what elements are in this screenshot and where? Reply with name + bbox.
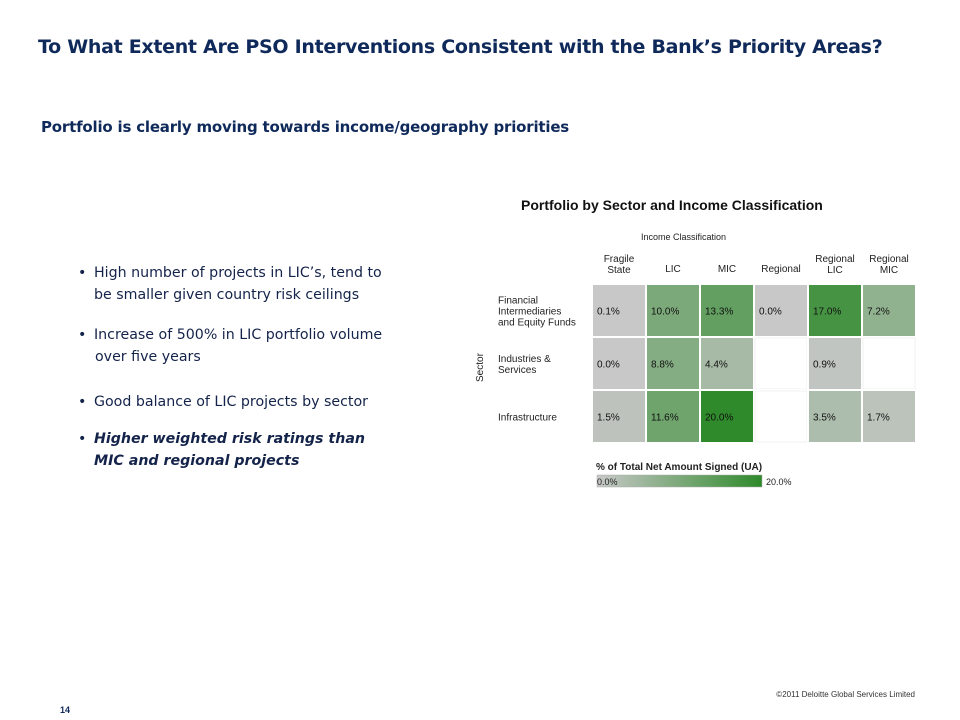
cell-value-label: 13.3% xyxy=(705,307,733,318)
copyright-text: ©2011 Deloitte Global Services Limited xyxy=(776,690,915,699)
bullet-item: • Good balance of LIC projects by sector xyxy=(78,391,438,413)
cell-value-label: 4.4% xyxy=(705,360,728,371)
column-header: Regional xyxy=(761,264,800,275)
cell-value-label: 10.0% xyxy=(651,307,679,318)
color-legend: % of Total Net Amount Signed (UA) 0.0% 2… xyxy=(596,462,792,488)
bullet-line: be smaller given country risk ceilings xyxy=(94,287,360,303)
cell-value-label: 0.9% xyxy=(813,360,836,371)
chart-title: Portfolio by Sector and Income Classific… xyxy=(521,197,823,213)
bullet-line: Good balance of LIC projects by sector xyxy=(94,394,368,410)
bullet-line: MIC and regional projects xyxy=(94,453,300,469)
heatmap-cell xyxy=(861,336,917,391)
cell-value-label: 17.0% xyxy=(813,307,841,318)
bullet-line: High number of projects in LIC’s, tend t… xyxy=(94,265,382,281)
column-header: MIC xyxy=(718,264,736,275)
cell-value-label: 3.5% xyxy=(813,413,836,424)
slide-subtitle: Portfolio is clearly moving towards inco… xyxy=(41,118,570,136)
row-header: Industries & Services xyxy=(498,354,551,376)
bullet-marker: • xyxy=(78,327,87,343)
heatmap-cell xyxy=(753,389,809,444)
bullet-marker: • xyxy=(78,394,87,410)
slide-title: To What Extent Are PSO Interventions Con… xyxy=(38,36,883,58)
cell-value-label: 0.0% xyxy=(759,307,782,318)
cell-value-label: 7.2% xyxy=(867,307,890,318)
cell-value-label: 0.1% xyxy=(597,307,620,318)
bullet-line: Higher weighted risk ratings than xyxy=(94,431,365,447)
bullet-line: Increase of 500% in LIC portfolio volume xyxy=(94,327,383,343)
row-header: Infrastructure xyxy=(498,413,557,424)
row-headers: Financial Intermediaries and Equity Funds I… xyxy=(498,296,576,424)
legend-max-label: 20.0% xyxy=(766,477,792,487)
heatmap-cell xyxy=(591,283,647,338)
cell-value-label: 20.0% xyxy=(705,413,733,424)
heatmap-cell xyxy=(753,336,809,391)
bullet-marker: • xyxy=(78,431,87,447)
cell-value-label: 1.5% xyxy=(597,413,620,424)
cell-value-label: 11.6% xyxy=(651,413,679,424)
legend-gradient-bar xyxy=(596,474,763,488)
bullet-item: • Higher weighted risk ratings than MIC … xyxy=(78,428,438,472)
cell-value-label: 0.0% xyxy=(597,360,620,371)
bullet-item: • High number of projects in LIC’s, tend… xyxy=(78,262,438,306)
cell-value-label: 1.7% xyxy=(867,413,890,424)
heatmap-cell xyxy=(645,336,701,391)
row-header: Financial Intermediaries and Equity Funds xyxy=(498,296,576,329)
heatmap-cell xyxy=(645,389,701,444)
cell-value-label: 8.8% xyxy=(651,360,674,371)
heatmap-cell xyxy=(861,283,917,338)
legend-min-label: 0.0% xyxy=(597,477,618,487)
page-number: 14 xyxy=(60,705,71,715)
column-header: LIC xyxy=(665,264,681,275)
bullet-marker: • xyxy=(78,265,87,281)
y-axis-title: Sector xyxy=(475,352,486,382)
heatmap-chart: Portfolio by Sector and Income Classific… xyxy=(475,197,917,488)
column-header: Fragile State xyxy=(604,254,635,276)
heatmap-cell xyxy=(861,389,917,444)
bullet-item: • Increase of 500% in LIC portfolio volu… xyxy=(78,324,438,368)
x-axis-title: Income Classification xyxy=(641,232,726,242)
column-header: Regional LIC xyxy=(815,254,854,276)
bullet-line: over five years xyxy=(95,349,201,365)
legend-title: % of Total Net Amount Signed (UA) xyxy=(596,462,762,473)
column-headers: Fragile State LIC MIC Regional Regional LIC Reg… xyxy=(604,254,909,276)
heatmap-cells: 0.1% 10.0% 13.3% 0.0% 17.0% 7.2% 0.0% 8.8% 4.4% 0… xyxy=(591,283,917,444)
column-header: Regional MIC xyxy=(869,254,908,276)
bullet-list: • High number of projects in LIC’s, tend… xyxy=(78,262,438,472)
